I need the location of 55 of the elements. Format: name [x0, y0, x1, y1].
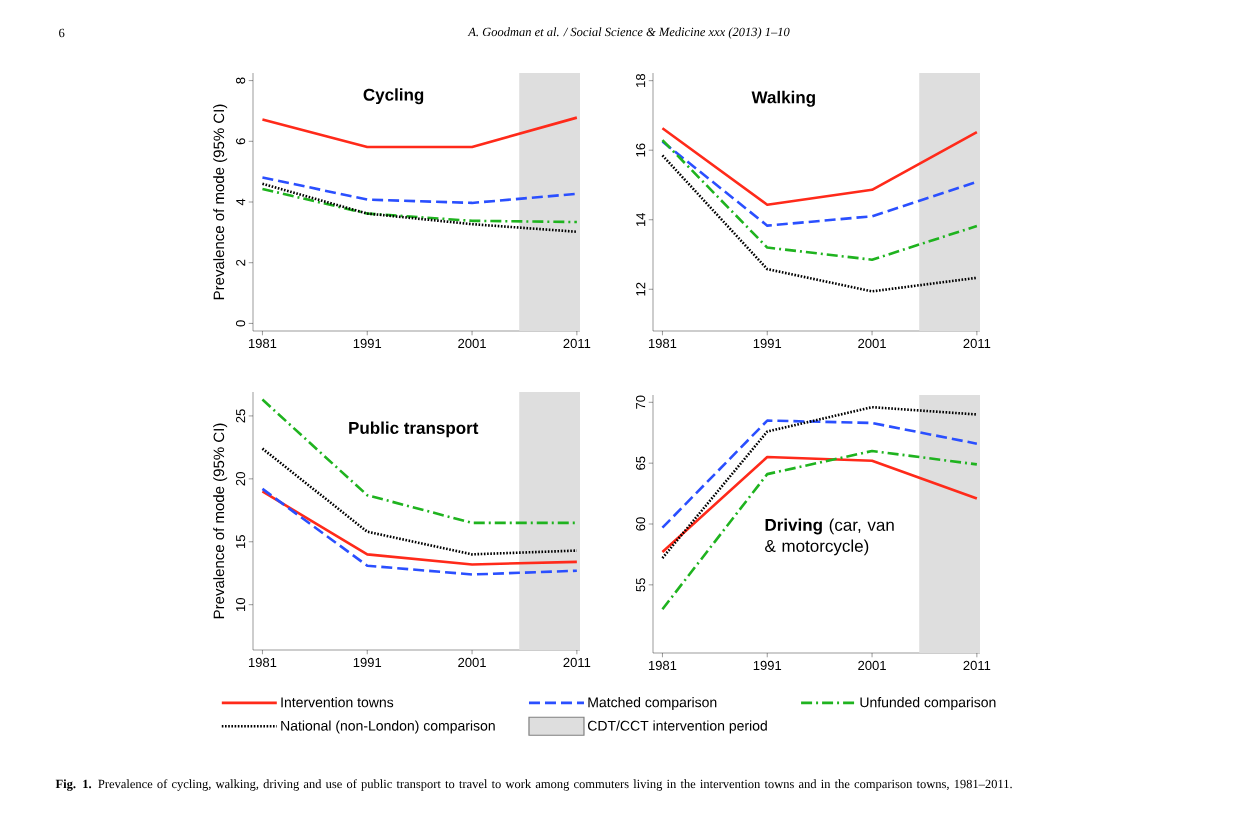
line-series	[661, 455, 979, 554]
y-tick-label: 65	[636, 456, 646, 470]
y-tick-label: 0	[235, 320, 246, 327]
x-tick-label: 1981	[248, 338, 277, 349]
x-tick-label: 1981	[648, 338, 677, 349]
x-tick-label: 2001	[458, 657, 486, 668]
line-series	[661, 449, 979, 611]
text: Fig. 1. Prevalence of cycling, walking, driving and use of public transport to travel to work among commuters living in the intervention towns and in the comparison towns, 1981–2011.	[55, 779, 1012, 791]
y-tick-label: 70	[636, 395, 646, 409]
x-tick-label: 2011	[963, 338, 991, 349]
legend-label: Matched comparison	[588, 697, 717, 711]
y-tick-label: 16	[636, 143, 646, 157]
text: Driving (car, van & motorcycle)	[765, 518, 894, 556]
x-tick-label: 2001	[458, 338, 486, 349]
x-tick-label: 1991	[353, 338, 382, 349]
x-tick-label: 1991	[353, 657, 382, 668]
y-tick-label: 8	[235, 77, 246, 84]
x-tick-label: 2001	[858, 660, 886, 671]
legend-label: National (non-London) comparison	[281, 720, 495, 734]
text: Walking	[751, 90, 815, 107]
y-tick-label: 25	[235, 409, 246, 423]
y-tick-label: 14	[636, 212, 646, 226]
y-axis-title: Prevalence of mode (95% CI)	[213, 104, 228, 300]
y-tick-label: 18	[636, 73, 646, 87]
y-tick-label: 6	[235, 138, 246, 145]
line-series	[261, 182, 579, 234]
y-tick-label: 55	[636, 578, 646, 592]
y-tick-label: 60	[636, 517, 646, 531]
x-tick-label: 2001	[858, 338, 886, 349]
y-tick-label: 15	[236, 535, 246, 549]
y-tick-label: 4	[236, 198, 246, 206]
line-series	[661, 154, 979, 293]
y-tick-label: 10	[235, 597, 246, 611]
y-tick-label: 12	[636, 282, 646, 296]
x-tick-label: 1991	[753, 338, 782, 349]
line-series	[261, 187, 579, 224]
text: 6	[59, 28, 65, 38]
text: Cycling	[363, 88, 424, 105]
text: Public transport	[349, 421, 479, 438]
x-tick-label: 1981	[648, 660, 677, 671]
line-series	[661, 126, 979, 207]
text: A. Goodman et al. / Social Science & Medicine xxx (2013) 1–10	[467, 27, 790, 39]
legend-label: Intervention towns	[281, 697, 394, 708]
x-tick-label: 2011	[963, 660, 991, 671]
legend-label: CDT/CCT intervention period	[587, 720, 767, 734]
line-series	[661, 405, 979, 560]
y-tick-label: 20	[235, 472, 246, 486]
x-tick-label: 1991	[753, 660, 782, 671]
line-series	[661, 138, 979, 262]
y-axis-title: Prevalence of mode (95% CI)	[213, 423, 228, 619]
legend-label: Unfunded comparison	[860, 697, 996, 711]
x-tick-label: 1981	[248, 657, 277, 668]
y-tick-label: 2	[236, 259, 246, 266]
x-tick-label: 2011	[563, 657, 591, 668]
x-tick-label: 2011	[563, 338, 591, 349]
